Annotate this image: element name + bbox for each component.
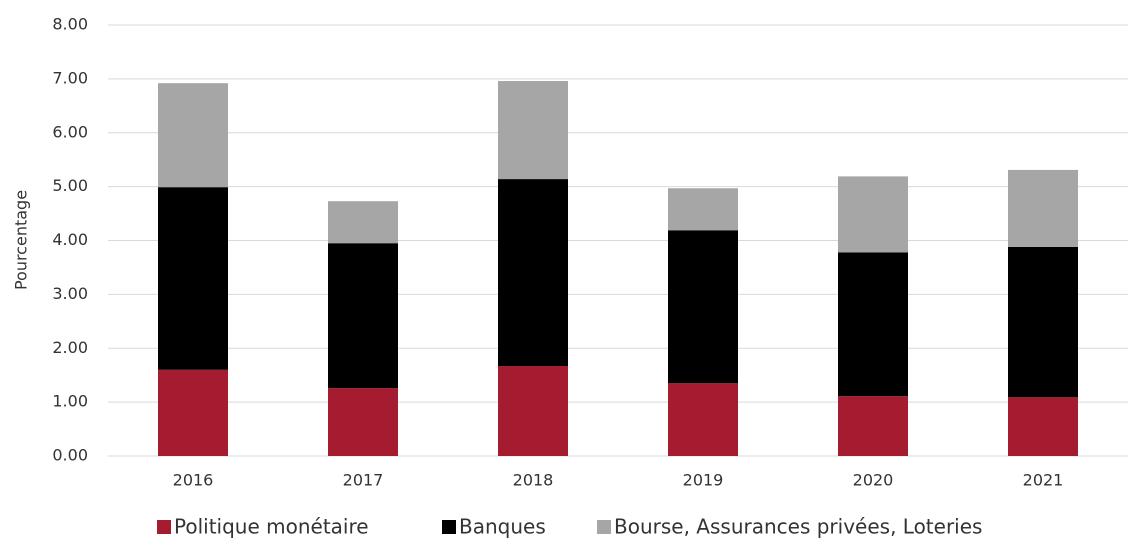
- legend-swatch: [597, 520, 611, 534]
- bar-segment: [498, 179, 568, 367]
- bar-segment: [668, 383, 738, 456]
- x-tick-label: 2017: [343, 471, 384, 490]
- x-tick-label: 2018: [513, 471, 554, 490]
- y-tick-label: 2.00: [52, 338, 88, 357]
- y-tick-label: 5.00: [52, 176, 88, 195]
- bar-segment: [1008, 397, 1078, 456]
- legend-swatch: [157, 520, 171, 534]
- bar-segment: [328, 388, 398, 456]
- bar-segment: [498, 81, 568, 180]
- legend-label: Banques: [459, 515, 546, 539]
- y-tick-label: 0.00: [52, 446, 88, 465]
- y-tick-label: 1.00: [52, 392, 88, 411]
- y-tick-label: 3.00: [52, 284, 88, 303]
- bar-segment: [1008, 169, 1078, 247]
- bar-segment: [158, 187, 228, 370]
- bar-segment: [668, 188, 738, 231]
- bar-segment: [838, 396, 908, 456]
- bar-segment: [328, 201, 398, 244]
- x-tick-label: 2019: [683, 471, 724, 490]
- x-tick-label: 2021: [1023, 471, 1064, 490]
- y-tick-label: 6.00: [52, 122, 88, 141]
- bar-segment: [158, 369, 228, 456]
- y-tick-label: 8.00: [52, 15, 88, 34]
- bar-segment: [838, 176, 908, 253]
- bar-segment: [668, 230, 738, 384]
- bar-segment: [1008, 246, 1078, 398]
- x-tick-label: 2016: [173, 471, 214, 490]
- y-tick-label: 4.00: [52, 230, 88, 249]
- legend-label: Bourse, Assurances privées, Loteries: [614, 515, 982, 539]
- bar-segment: [498, 366, 568, 456]
- bar-segment: [838, 252, 908, 397]
- bar-segment: [158, 83, 228, 188]
- legend-label: Politique monétaire: [174, 515, 369, 539]
- x-tick-label: 2020: [853, 471, 894, 490]
- bar-segment: [328, 243, 398, 389]
- legend-swatch: [442, 520, 456, 534]
- y-tick-label: 7.00: [52, 68, 88, 87]
- y-axis-title: Pourcentage: [12, 190, 31, 290]
